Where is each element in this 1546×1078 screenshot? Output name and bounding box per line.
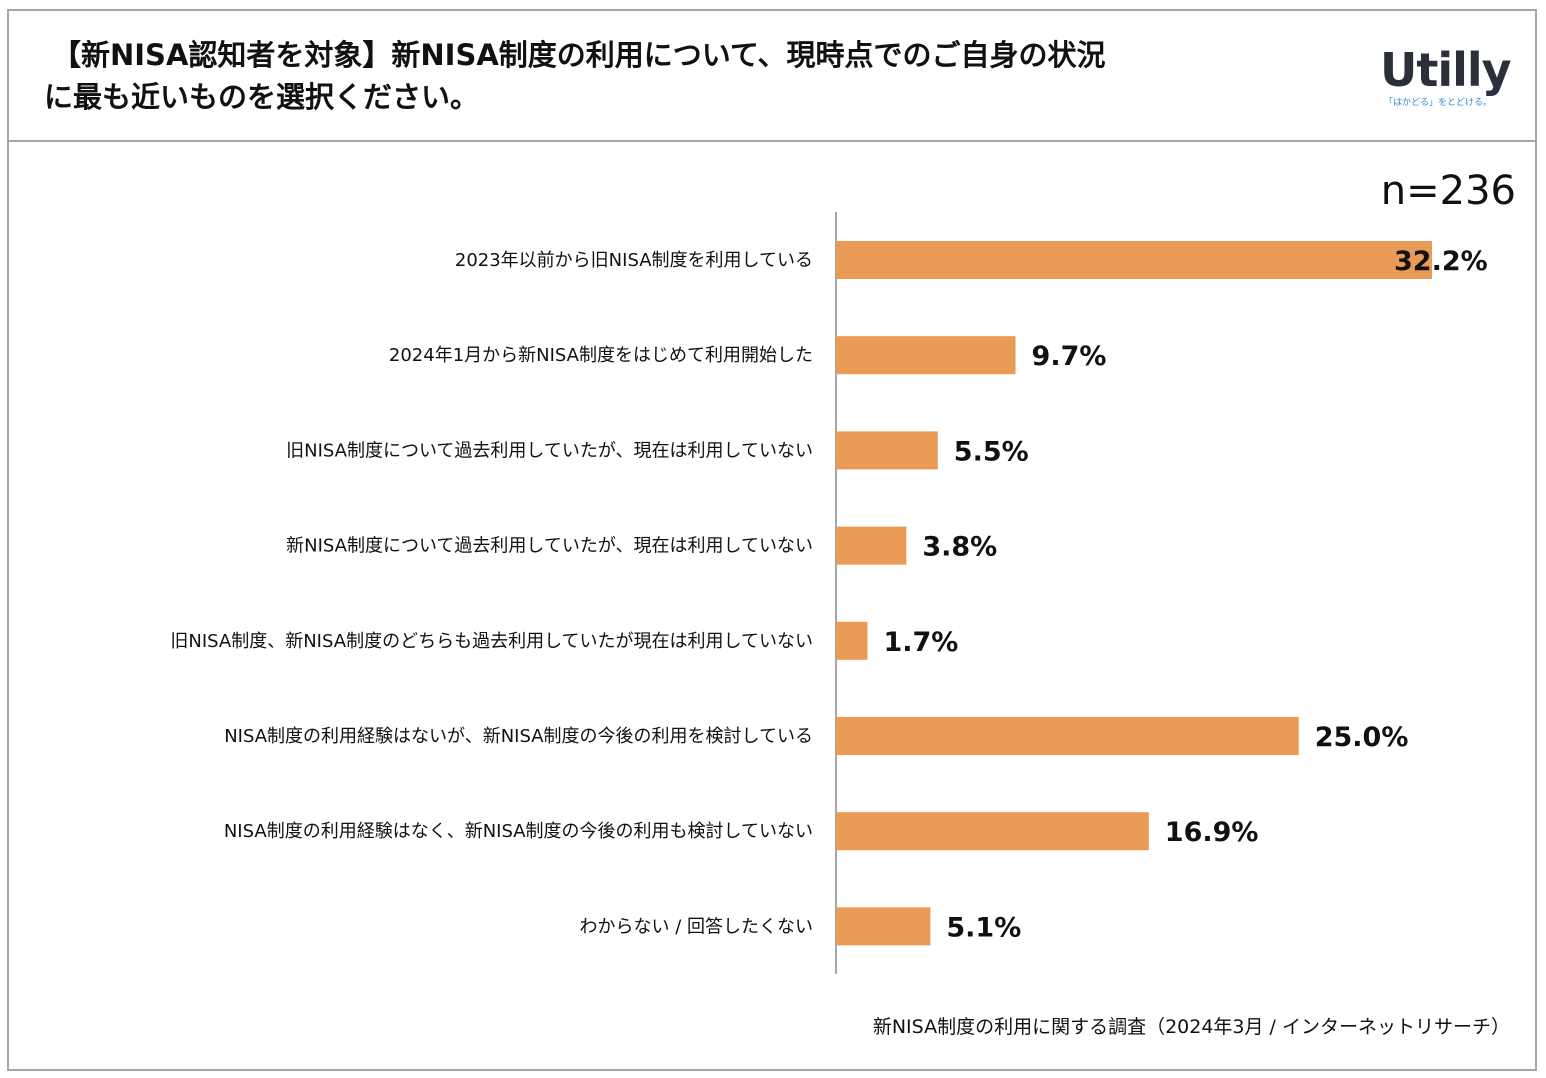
chart-title-line-2: に最も近いものを選択ください。 (44, 80, 480, 114)
value-label-3: 5.5% (954, 436, 1029, 467)
value-label-6: 25.0% (1315, 722, 1409, 753)
bar-2 (836, 336, 1016, 375)
bar-7 (836, 812, 1149, 851)
sample-size-label: n=236 (1380, 168, 1516, 214)
category-label-3: 旧NISA制度について過去利用していたが、現在は利用していない (286, 440, 813, 461)
chart-title-line-1: 【新NISA認知者を対象】新NISA制度の利用について、現時点でのご自身の状況 (52, 38, 1106, 72)
source-note: 新NISA制度の利用に関する調査（2024年3月 / インターネットリサーチ） (872, 1016, 1510, 1038)
category-label-7: NISA制度の利用経験はなく、新NISA制度の今後の利用も検討していない (224, 821, 813, 842)
category-label-4: 新NISA制度について過去利用していたが、現在は利用していない (286, 536, 813, 557)
chart-title: 【新NISA認知者を対象】新NISA制度の利用について、現時点でのご自身の状況 … (44, 34, 1324, 118)
bar-8 (836, 907, 931, 946)
value-label-5: 1.7% (883, 627, 958, 658)
category-label-5: 旧NISA制度、新NISA制度のどちらも過去利用していたが現在は利用していない (170, 631, 813, 652)
bar-1 (836, 241, 1432, 279)
bar-3 (836, 431, 938, 470)
bar-4 (836, 526, 907, 565)
chart-frame (7, 9, 1537, 1071)
category-label-1: 2023年以前から旧NISA制度を利用している (455, 250, 813, 271)
utilly-logo: Utilly 「はかどる」をとどける。 (1380, 43, 1512, 114)
value-label-1: 32.2% (1394, 246, 1488, 277)
category-label-6: NISA制度の利用経験はないが、新NISA制度の今後の利用を検討している (224, 726, 813, 747)
category-label-8: わからない / 回答したくない (579, 916, 813, 937)
value-label-8: 5.1% (946, 912, 1021, 943)
value-label-2: 9.7% (1032, 341, 1107, 372)
bar-6 (836, 717, 1299, 755)
header (7, 9, 1537, 142)
value-label-4: 3.8% (922, 532, 997, 563)
logo-wordmark: Utilly (1380, 43, 1512, 97)
bar-5 (836, 621, 868, 660)
logo-tagline: 「はかどる」をとどける。 (1384, 98, 1493, 108)
value-label-7: 16.9% (1165, 817, 1259, 848)
category-label-2: 2024年1月から新NISA制度をはじめて利用開始した (389, 345, 813, 366)
